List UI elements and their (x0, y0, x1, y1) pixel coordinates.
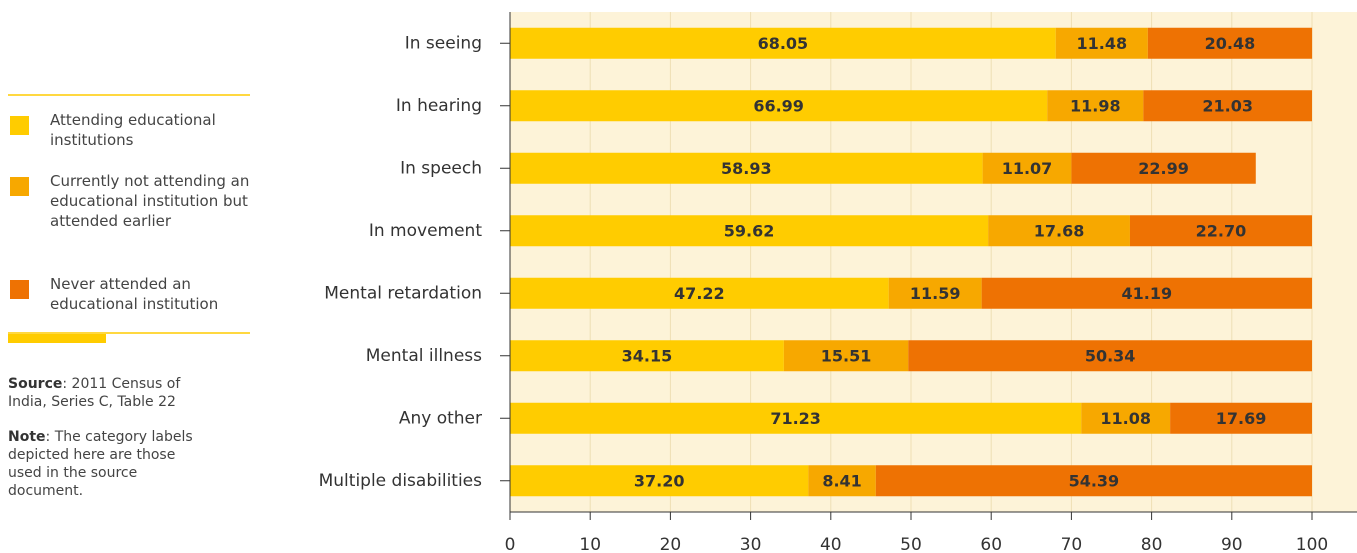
data-label: 50.34 (1085, 346, 1136, 365)
source-note: Source: 2011 Census of India, Series C, … (8, 375, 208, 411)
data-label: 66.99 (753, 96, 804, 115)
legend-label: Currently not attending an educational i… (50, 172, 250, 230)
bar-segment (982, 152, 1072, 184)
data-label: 37.20 (634, 471, 685, 490)
bar-segment (510, 465, 809, 497)
data-label: 22.70 (1196, 221, 1247, 240)
bar-segment (888, 277, 982, 309)
bar-segment (808, 465, 876, 497)
x-tick-label: 40 (820, 535, 842, 553)
note-label: Note (8, 429, 46, 445)
bar-segment (1055, 27, 1148, 59)
bar-segment (1081, 402, 1171, 434)
bar-segment (510, 152, 983, 184)
data-label: 58.93 (721, 159, 772, 178)
data-label: 21.03 (1202, 96, 1253, 115)
legend-swatch (10, 177, 29, 196)
x-tick-label: 0 (505, 535, 516, 553)
bar-segment (510, 90, 1048, 122)
source-label: Source (8, 376, 63, 392)
data-label: 34.15 (622, 346, 673, 365)
y-tick-label: Mental retardation (324, 283, 482, 303)
data-label: 22.99 (1138, 159, 1189, 178)
data-label: 11.98 (1070, 96, 1121, 115)
bar-segment (988, 215, 1130, 247)
data-label: 20.48 (1205, 34, 1256, 53)
x-tick-label: 10 (579, 535, 601, 553)
bar-segment (510, 27, 1056, 59)
data-label: 17.68 (1034, 221, 1085, 240)
data-label: 11.48 (1076, 34, 1127, 53)
y-tick-label: In movement (369, 221, 482, 241)
bar-segment (510, 277, 889, 309)
bar-segment (510, 215, 989, 247)
source-text: : 2011 Census of India, Series C, Table … (8, 376, 181, 410)
data-label: 11.08 (1100, 409, 1151, 428)
x-tick-label: 90 (1221, 535, 1243, 553)
x-tick-label: 80 (1141, 535, 1163, 553)
legend-accent (8, 334, 106, 343)
bar-segment (1170, 402, 1312, 434)
legend-swatch (10, 116, 29, 135)
legend-label: Attending educational institutions (50, 111, 216, 149)
y-tick-label: In hearing (396, 96, 482, 116)
data-label: 59.62 (724, 221, 775, 240)
bar-segment (783, 340, 909, 372)
y-tick-label: In speech (400, 158, 482, 178)
bar-segment (875, 465, 1312, 497)
x-tick-label: 60 (980, 535, 1002, 553)
bar-segment (1047, 90, 1144, 122)
x-tick-label: 20 (660, 535, 682, 553)
y-tick-label: Mental illness (366, 346, 482, 366)
bar-segment (1147, 27, 1313, 59)
bar-segment (510, 402, 1082, 434)
bar-segment (510, 340, 784, 372)
note: Note: The category labels depicted here … (8, 428, 208, 500)
data-label: 11.59 (910, 284, 961, 303)
bar-segment (1071, 152, 1256, 184)
data-label: 68.05 (758, 34, 809, 53)
x-tick-label: 30 (740, 535, 762, 553)
x-tick-label: 70 (1061, 535, 1083, 553)
note-text: : The category labels depicted here are … (8, 429, 193, 499)
y-tick-label: Multiple disabilities (319, 471, 483, 491)
bar-segment (981, 277, 1312, 309)
plot-background (510, 12, 1357, 512)
data-label: 54.39 (1069, 471, 1120, 490)
y-tick-label: In seeing (405, 33, 482, 53)
y-tick-label: Any other (399, 408, 482, 428)
x-tick-label: 100 (1296, 535, 1328, 553)
data-label: 11.07 (1002, 159, 1053, 178)
data-label: 15.51 (821, 346, 872, 365)
bar-segment (1143, 90, 1312, 122)
data-label: 41.19 (1122, 284, 1173, 303)
legend-swatch (10, 280, 29, 299)
x-tick-label: 50 (900, 535, 922, 553)
data-label: 71.23 (770, 409, 821, 428)
bar-segment (908, 340, 1312, 372)
data-label: 8.41 (822, 471, 861, 490)
legend-label: Never attended an educational institutio… (50, 275, 219, 313)
data-label: 47.22 (674, 284, 725, 303)
bar-segment (1129, 215, 1312, 247)
data-label: 17.69 (1216, 409, 1267, 428)
